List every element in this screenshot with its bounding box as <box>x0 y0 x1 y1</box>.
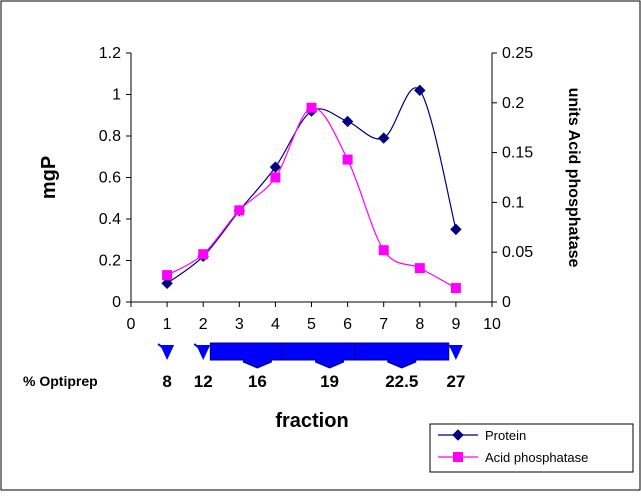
acid-phosphatase-point <box>198 249 209 260</box>
x-tick-label: 9 <box>451 316 460 333</box>
optiprep-value: 19 <box>320 372 339 391</box>
protein-point <box>377 132 390 144</box>
x-tick-label: 2 <box>199 316 208 333</box>
x-tick-label: 7 <box>379 316 388 333</box>
y-axis-title: mgP <box>38 156 60 199</box>
y-tick-label: 0.6 <box>99 170 121 187</box>
acid-phosphatase-point <box>270 172 281 183</box>
optiprep-value: 22.5 <box>385 372 418 391</box>
y2-tick-label: 0.1 <box>502 194 524 211</box>
y-tick-label: 0.8 <box>99 128 121 145</box>
acid-phosphatase-point <box>234 205 245 216</box>
acid-phosphatase-point <box>162 270 173 281</box>
x-axis-title: fraction <box>275 410 348 432</box>
x-tick-label: 5 <box>307 316 316 333</box>
acid-phosphatase-point <box>378 245 389 256</box>
legend-label-protein: Protein <box>485 428 526 443</box>
acid-phosphatase-point <box>342 154 353 165</box>
acid-phosphatase-point <box>450 283 461 294</box>
protein-point <box>450 223 462 236</box>
y-tick-label: 0.2 <box>99 253 121 270</box>
optiprep-arrow-stem <box>157 343 168 352</box>
protein-point <box>341 115 354 128</box>
legend-marker-acid-phosphatase <box>453 452 463 462</box>
x-tick-label: 4 <box>271 316 280 333</box>
y2-tick-label: 0.05 <box>502 244 533 261</box>
optiprep-value: 27 <box>446 372 465 391</box>
x-tick-label: 8 <box>415 316 424 333</box>
optiprep-value: 12 <box>194 372 213 391</box>
x-tick-label: 6 <box>343 316 352 333</box>
y2-tick-label: 0 <box>502 294 511 311</box>
x-tick-label: 3 <box>235 316 244 333</box>
acid-phosphatase-point <box>306 102 317 113</box>
y-tick-label: 0.4 <box>99 211 121 228</box>
protein-point <box>269 161 282 173</box>
y2-tick-label: 0.25 <box>502 45 533 62</box>
optiprep-label: % Optiprep <box>23 373 98 389</box>
optiprep-arrow-block <box>354 342 450 369</box>
y2-tick-label: 0.2 <box>502 95 524 112</box>
optiprep-value: 16 <box>248 372 267 391</box>
x-tick-label: 10 <box>483 316 501 333</box>
y-tick-label: 1 <box>112 87 121 104</box>
legend-marker-protein <box>452 429 464 441</box>
protein-point <box>414 84 426 97</box>
optiprep-arrow-stem <box>193 343 204 352</box>
y-tick-label: 0 <box>112 294 121 311</box>
x-tick-label: 1 <box>163 316 172 333</box>
y2-tick-label: 0.15 <box>502 145 533 162</box>
legend-label-acid-phosphatase: Acid phosphatase <box>485 450 588 465</box>
legend-box <box>429 423 634 473</box>
y-tick-label: 1.2 <box>99 45 121 62</box>
y2-axis-title: units Acid phosphatase <box>565 88 582 268</box>
protein-point <box>161 277 173 290</box>
acid-phosphatase-point <box>414 263 425 274</box>
optiprep-value: 8 <box>162 372 171 391</box>
optiprep-arrow-stem <box>446 343 457 352</box>
x-tick-label: 0 <box>127 316 136 333</box>
